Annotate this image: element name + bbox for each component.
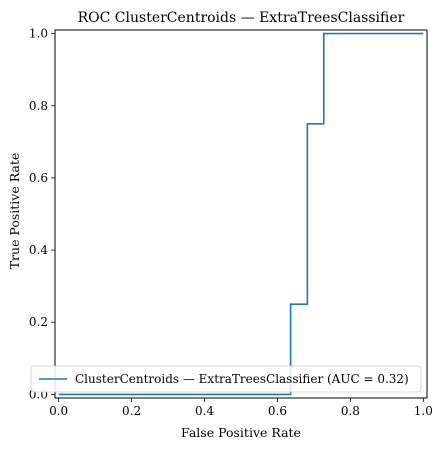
- legend: ClusterCentroids — ExtraTreesClassifier …: [30, 365, 422, 393]
- y-axis: 0.00.20.40.60.81.0: [29, 27, 55, 401]
- x-tick-label: 0.0: [49, 404, 68, 418]
- y-tick-label: 0.8: [29, 99, 48, 113]
- y-tick-label: 0.2: [29, 315, 48, 329]
- y-axis-label: True Positive Rate: [7, 153, 22, 270]
- x-tick-label: 0.8: [341, 404, 360, 418]
- x-tick-label: 0.6: [268, 404, 287, 418]
- x-tick-label: 0.4: [195, 404, 214, 418]
- legend-label: ClusterCentroids — ExtraTreesClassifier …: [75, 372, 409, 386]
- y-tick-label: 0.4: [29, 243, 48, 257]
- x-axis-label: False Positive Rate: [181, 425, 301, 440]
- x-axis: 0.0 0.2 0.4 0.6 0.8 1.0: [49, 398, 433, 418]
- x-tick-label: 0.2: [122, 404, 141, 418]
- chart-title: ROC ClusterCentroids — ExtraTreesClassif…: [78, 10, 405, 26]
- roc-curve-line: [58, 32, 424, 396]
- legend-box: [30, 365, 422, 393]
- plot-frame: [54, 29, 428, 399]
- x-tick-label: 1.0: [414, 404, 433, 418]
- y-tick-label: 0.6: [29, 171, 48, 185]
- y-tick-label: 1.0: [29, 27, 48, 41]
- series-layer: [58, 32, 424, 396]
